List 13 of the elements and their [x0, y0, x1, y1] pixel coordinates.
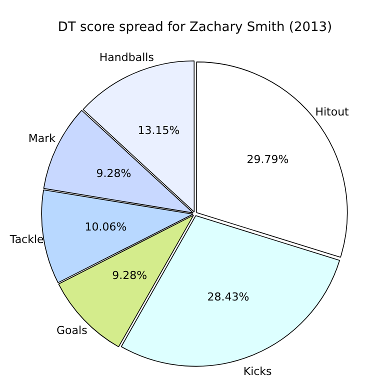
slice-label: Mark	[28, 132, 56, 146]
data-label: 28.43%	[207, 290, 250, 304]
data-label: 9.28%	[112, 269, 148, 282]
data-label: 13.15%	[138, 124, 180, 137]
data-label: 29.79%	[246, 153, 289, 166]
slice-label: Handballs	[99, 50, 154, 64]
slice-label: Kicks	[243, 364, 272, 378]
slice-label: Hitout	[315, 106, 350, 119]
slice-label: Tackle	[8, 232, 44, 246]
data-label: 10.06%	[84, 220, 127, 234]
slice-label: Goals	[56, 324, 88, 338]
data-label: 9.28%	[96, 167, 132, 180]
chart-title: DT score spread for Zachary Smith (2013)	[58, 20, 332, 36]
